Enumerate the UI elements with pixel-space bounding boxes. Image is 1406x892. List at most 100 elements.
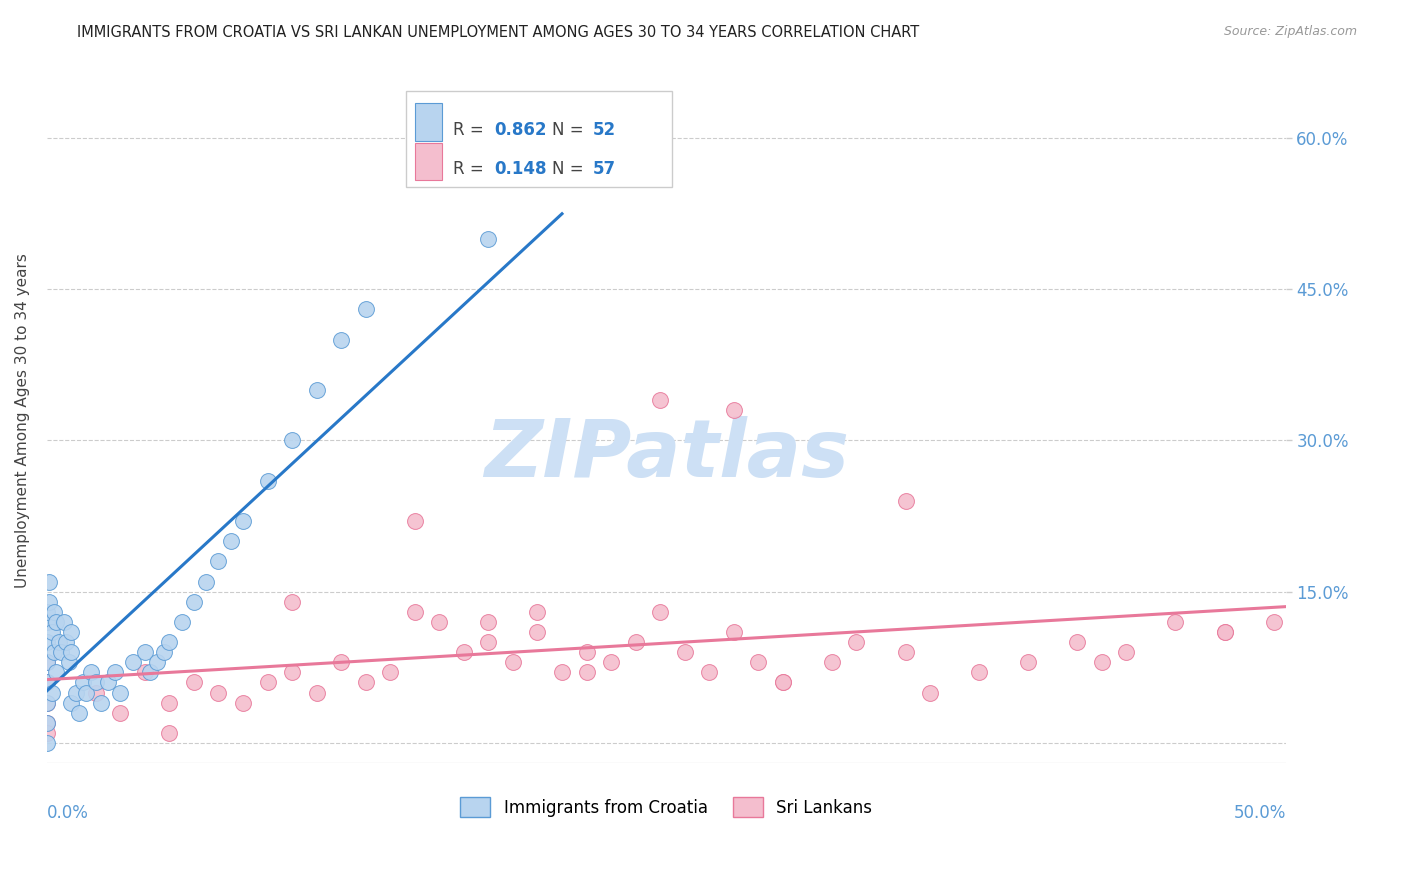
Point xyxy=(60,696,83,710)
Point xyxy=(281,434,304,448)
Point xyxy=(41,685,63,699)
Point xyxy=(84,685,107,699)
Point xyxy=(1164,615,1187,629)
Text: 52: 52 xyxy=(593,120,616,138)
Point xyxy=(697,665,720,680)
Point xyxy=(404,514,426,528)
Point xyxy=(723,625,745,640)
Point xyxy=(354,302,377,317)
Point xyxy=(330,333,353,347)
Point xyxy=(232,696,254,710)
Point xyxy=(305,685,328,699)
Point xyxy=(35,675,58,690)
Text: 57: 57 xyxy=(593,160,616,178)
Text: ZIPatlas: ZIPatlas xyxy=(484,416,849,493)
Point xyxy=(1213,625,1236,640)
Point xyxy=(967,665,990,680)
Text: 0.0%: 0.0% xyxy=(46,805,89,822)
Point xyxy=(153,645,176,659)
Point xyxy=(600,655,623,669)
Point xyxy=(138,665,160,680)
Point xyxy=(58,655,80,669)
Point xyxy=(35,635,58,649)
Point xyxy=(90,696,112,710)
Bar xyxy=(415,103,441,141)
Point xyxy=(35,726,58,740)
Point xyxy=(894,645,917,659)
FancyBboxPatch shape xyxy=(406,91,672,187)
Text: 0.148: 0.148 xyxy=(494,160,547,178)
Point xyxy=(1213,625,1236,640)
Point xyxy=(35,696,58,710)
Point xyxy=(427,615,450,629)
Point xyxy=(121,655,143,669)
Point xyxy=(41,625,63,640)
Point xyxy=(256,474,278,488)
Point xyxy=(60,625,83,640)
Point xyxy=(35,605,58,619)
Legend: Immigrants from Croatia, Sri Lankans: Immigrants from Croatia, Sri Lankans xyxy=(454,791,879,823)
Point xyxy=(1066,635,1088,649)
Point xyxy=(281,595,304,609)
Point xyxy=(354,675,377,690)
Point xyxy=(38,595,60,609)
Point xyxy=(207,554,229,568)
Text: R =: R = xyxy=(453,160,489,178)
Point xyxy=(183,675,205,690)
Point xyxy=(84,675,107,690)
Point xyxy=(55,635,77,649)
Point xyxy=(232,514,254,528)
Point xyxy=(551,665,574,680)
Point xyxy=(453,645,475,659)
Text: 0.862: 0.862 xyxy=(494,120,547,138)
Point xyxy=(207,685,229,699)
Point xyxy=(146,655,169,669)
Point xyxy=(42,605,65,619)
Point xyxy=(477,615,499,629)
Point xyxy=(502,655,524,669)
Point xyxy=(624,635,647,649)
Point xyxy=(45,665,67,680)
Point xyxy=(477,232,499,246)
Text: N =: N = xyxy=(553,160,589,178)
Point xyxy=(80,665,103,680)
Point xyxy=(256,675,278,690)
Point xyxy=(305,383,328,397)
Point xyxy=(281,665,304,680)
Point xyxy=(157,696,180,710)
Text: Source: ZipAtlas.com: Source: ZipAtlas.com xyxy=(1223,25,1357,38)
Point xyxy=(51,645,73,659)
Point xyxy=(1091,655,1114,669)
Point xyxy=(845,635,868,649)
Point xyxy=(920,685,942,699)
Point xyxy=(380,665,402,680)
Point xyxy=(65,685,87,699)
Point xyxy=(1263,615,1285,629)
Point xyxy=(404,605,426,619)
Point xyxy=(195,574,218,589)
Point xyxy=(35,715,58,730)
Point xyxy=(35,615,58,629)
Point xyxy=(35,736,58,750)
Point xyxy=(104,665,127,680)
Point xyxy=(894,494,917,508)
Point xyxy=(134,665,156,680)
Text: IMMIGRANTS FROM CROATIA VS SRI LANKAN UNEMPLOYMENT AMONG AGES 30 TO 34 YEARS COR: IMMIGRANTS FROM CROATIA VS SRI LANKAN UN… xyxy=(77,25,920,40)
Point xyxy=(821,655,844,669)
Point xyxy=(38,574,60,589)
Point xyxy=(575,665,598,680)
Point xyxy=(35,675,58,690)
Point xyxy=(183,595,205,609)
Point xyxy=(35,715,58,730)
Point xyxy=(219,534,242,549)
Point xyxy=(157,635,180,649)
Point xyxy=(67,706,90,720)
Point xyxy=(772,675,794,690)
Point xyxy=(110,706,132,720)
Point xyxy=(330,655,353,669)
Point xyxy=(526,605,548,619)
Point xyxy=(1017,655,1039,669)
Point xyxy=(52,615,75,629)
Point xyxy=(526,625,548,640)
Point xyxy=(673,645,696,659)
